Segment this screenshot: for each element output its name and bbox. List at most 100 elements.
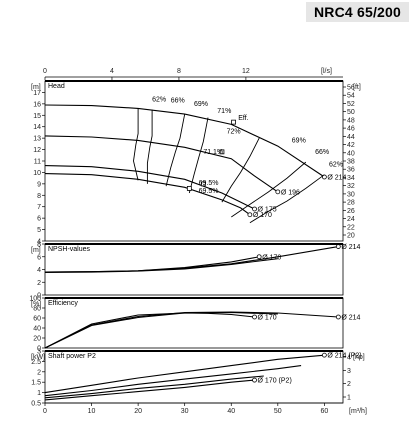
head-y-tick-label-5: 9 — [37, 181, 41, 188]
power-y-right-tick-label-2: 3 — [347, 368, 351, 375]
head-bep-marker-3 — [186, 186, 192, 191]
head-bep-marker-1 — [219, 149, 225, 155]
head-series-label-2: Ø 175 — [258, 207, 277, 214]
power-series-line-1 — [44, 365, 302, 397]
efficiency-unit-left: [%] — [31, 301, 41, 308]
head-iso-efficiency-line-5 — [231, 161, 307, 218]
head-y-right-tick-label-12: 44 — [347, 134, 355, 141]
efficiency-y-tick-label-5: 100 — [29, 296, 41, 303]
power-series-label-0: Ø 214 (P2) — [327, 353, 361, 360]
head-y-tick-label-0: 4 — [37, 239, 41, 246]
head-efficiency-label-6: 69% — [292, 138, 306, 145]
power-series-label-2: Ø 170 (P2) — [258, 378, 292, 385]
head-series-line-1 — [44, 135, 279, 193]
bottom-axis-tick-label-1: 10 — [88, 408, 96, 415]
efficiency-series-line-0 — [44, 311, 339, 349]
npsh-series-end-marker-0 — [335, 244, 341, 249]
head-series-end-marker-1 — [275, 189, 281, 195]
head-iso-efficiency-line-0 — [133, 108, 139, 181]
head-unit-left: [m] — [31, 84, 41, 91]
bottom-axis-tick-label-5: 50 — [274, 408, 282, 415]
npsh-series-label-0: Ø 214 — [341, 244, 360, 251]
head-y-tick-label-1: 5 — [37, 227, 41, 234]
npsh-series-end-marker-1 — [256, 254, 262, 260]
head-y-tick-label-3: 7 — [37, 204, 41, 211]
head-y-right-tick-label-17: 54 — [347, 93, 355, 100]
head-series-end-marker-2 — [252, 206, 257, 212]
head-unit-right: [ft] — [353, 84, 361, 91]
npsh-y-tick-label-3: 6 — [37, 254, 41, 261]
head-efficiency-label-7: 66% — [315, 149, 329, 156]
power-series-line-0 — [44, 354, 325, 394]
head-y-tick-label-6: 10 — [33, 170, 41, 177]
bottom-axis-unit: [m³/h] — [349, 408, 367, 415]
top-axis-tick-label-1: 4 — [110, 68, 114, 75]
head-efficiency-label-9: 69.5% — [199, 180, 219, 187]
bottom-axis-tick-label-4: 40 — [227, 408, 235, 415]
head-y-right-tick-label-4: 28 — [347, 200, 355, 207]
npsh-y-tick-label-4: 8 — [37, 242, 41, 249]
head-iso-efficiency-line-2 — [165, 114, 186, 187]
power-series-end-marker-0 — [321, 352, 327, 358]
power-unit-left: [kW] — [31, 354, 45, 361]
head-y-right-tick-label-7: 34 — [347, 175, 355, 182]
head-series-line-3 — [44, 173, 251, 216]
top-axis-unit: [l/s] — [321, 68, 332, 75]
top-axis-tick-label-2: 8 — [177, 68, 181, 75]
top-axis-tick-label-3: 12 — [242, 68, 250, 75]
power-y-tick-label-2: 1.5 — [31, 380, 41, 387]
top-axis-tick-label-0: 0 — [43, 68, 47, 75]
power-y-tick-label-3: 2 — [37, 369, 41, 376]
head-y-right-tick-label-0: 20 — [347, 233, 355, 240]
head-series-line-2 — [44, 165, 255, 210]
head-y-tick-label-4: 8 — [37, 193, 41, 200]
head-y-right-tick-label-15: 50 — [347, 109, 355, 116]
npsh-panel-title: NPSH-values — [48, 246, 91, 253]
head-y-right-tick-label-8: 36 — [347, 167, 355, 174]
npsh-y-tick-label-0: 0 — [37, 293, 41, 300]
bottom-axis-tick-label-6: 60 — [320, 408, 328, 415]
head-iso-efficiency-line-1 — [146, 109, 153, 184]
head-efficiency-label-1: 66% — [171, 98, 185, 105]
head-iso-efficiency-line-4 — [221, 137, 260, 203]
efficiency-panel-frame — [44, 297, 344, 349]
head-y-tick-label-11: 15 — [33, 113, 41, 120]
head-eff-label: Eff. — [238, 115, 248, 122]
head-panel-title: Head — [48, 83, 65, 90]
head-efficiency-label-8: 62% — [329, 162, 343, 169]
head-y-right-tick-label-14: 48 — [347, 117, 355, 124]
efficiency-y-tick-label-3: 60 — [33, 316, 41, 323]
head-y-right-tick-label-16: 52 — [347, 101, 355, 108]
head-y-right-tick-label-2: 24 — [347, 216, 355, 223]
head-series-label-1: Ø 196 — [281, 189, 300, 196]
head-efficiency-label-10: 69.5% — [199, 188, 219, 195]
head-y-right-tick-label-1: 22 — [347, 224, 355, 231]
power-y-tick-label-5: 3 — [37, 349, 41, 356]
head-efficiency-label-4: 72% — [227, 129, 241, 136]
efficiency-y-tick-label-0: 0 — [37, 346, 41, 353]
power-series-line-2 — [44, 379, 255, 401]
head-y-tick-label-9: 13 — [33, 136, 41, 143]
head-y-right-tick-label-18: 56 — [347, 85, 355, 92]
efficiency-series-line-2 — [44, 311, 278, 349]
head-y-right-tick-label-6: 32 — [347, 183, 355, 190]
bottom-axis-tick-label-2: 20 — [134, 408, 142, 415]
head-series-label-3: Ø 170 — [253, 212, 272, 219]
head-series-end-marker-3 — [247, 212, 253, 218]
head-iso-efficiency-line-6 — [249, 174, 325, 224]
power-series-end-marker-2 — [252, 377, 257, 383]
efficiency-y-tick-label-2: 40 — [33, 326, 41, 333]
head-bep-marker-0 — [231, 119, 236, 125]
head-y-right-tick-label-9: 38 — [347, 159, 355, 166]
head-y-tick-label-2: 6 — [37, 216, 41, 223]
efficiency-panel-title: Efficiency — [48, 300, 78, 307]
npsh-unit-left: [m] — [31, 247, 41, 254]
efficiency-series-label-0: Ø 214 — [341, 315, 360, 322]
power-y-tick-label-1: 1 — [37, 390, 41, 397]
head-y-tick-label-13: 17 — [33, 90, 41, 97]
bottom-axis-tick-label-3: 30 — [181, 408, 189, 415]
efficiency-series-end-marker-0 — [335, 314, 341, 320]
bottom-axis-tick-label-0: 0 — [43, 408, 47, 415]
power-unit-right: [hp] — [353, 354, 365, 361]
efficiency-series-end-marker-1 — [252, 314, 257, 320]
